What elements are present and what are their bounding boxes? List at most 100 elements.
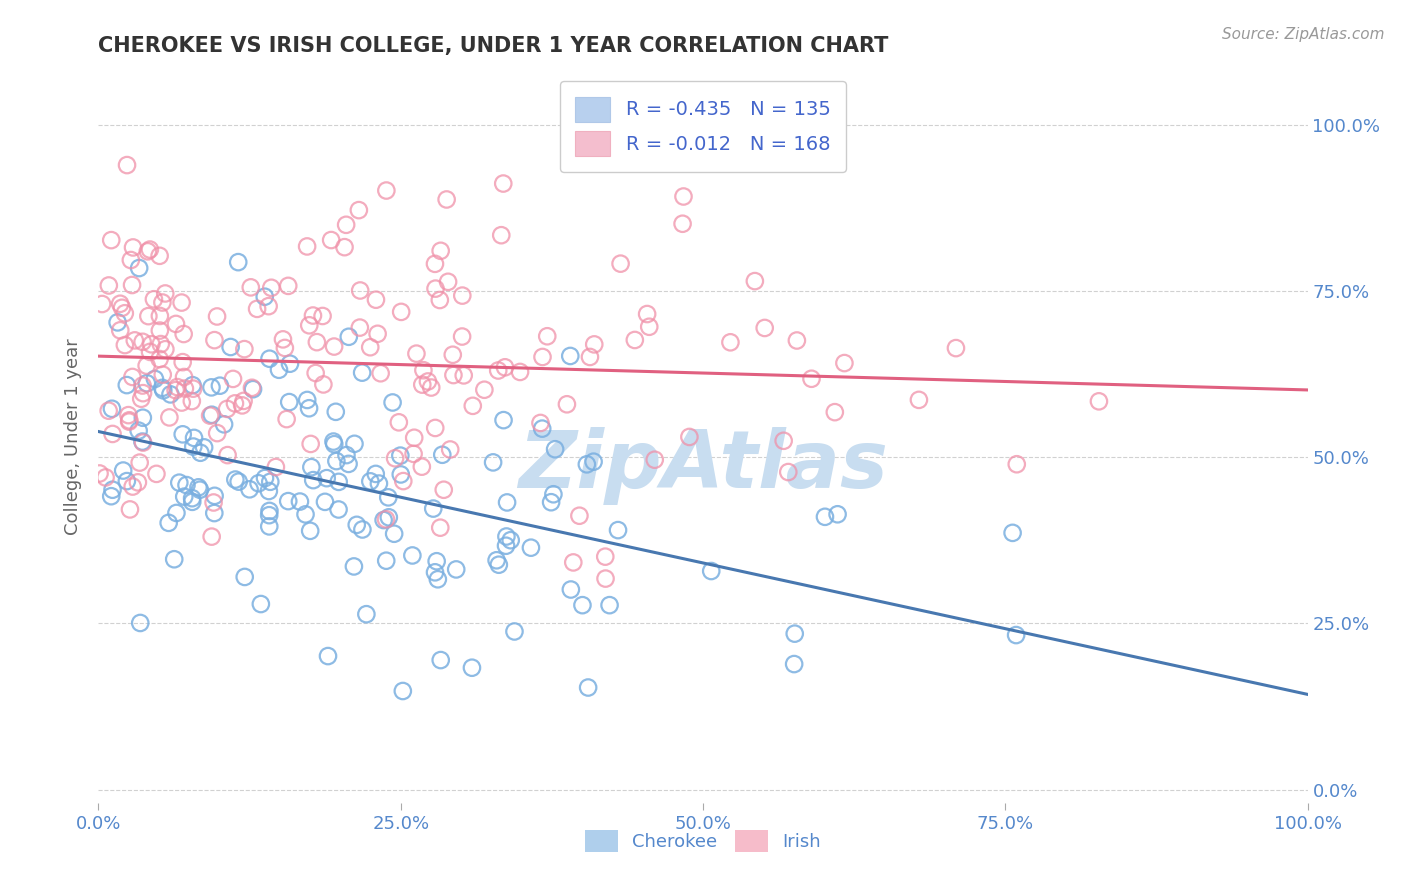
Point	[636, 307, 658, 321]
Point	[1005, 457, 1028, 471]
Point	[302, 473, 325, 487]
Point	[152, 295, 174, 310]
Point	[425, 282, 447, 296]
Point	[494, 360, 516, 375]
Point	[138, 309, 160, 323]
Point	[277, 494, 299, 508]
Point	[441, 348, 464, 362]
Point	[488, 558, 510, 572]
Point	[323, 340, 346, 354]
Point	[110, 323, 132, 337]
Point	[149, 324, 172, 338]
Point	[786, 334, 808, 348]
Point	[560, 582, 582, 597]
Point	[783, 657, 806, 671]
Point	[343, 559, 366, 574]
Point	[181, 495, 204, 509]
Point	[311, 309, 333, 323]
Point	[294, 508, 316, 522]
Point	[114, 338, 136, 352]
Legend: Cherokee, Irish: Cherokee, Irish	[578, 823, 828, 860]
Point	[370, 366, 392, 380]
Point	[520, 541, 543, 555]
Point	[444, 562, 467, 576]
Point	[149, 249, 172, 263]
Point	[128, 261, 150, 276]
Point	[531, 422, 554, 436]
Point	[305, 366, 328, 380]
Point	[114, 306, 136, 320]
Point	[509, 365, 531, 379]
Point	[672, 189, 695, 203]
Point	[429, 293, 451, 307]
Point	[228, 475, 250, 489]
Point	[157, 516, 180, 530]
Point	[149, 337, 172, 351]
Point	[429, 521, 451, 535]
Point	[671, 217, 693, 231]
Point	[392, 684, 415, 698]
Point	[205, 426, 228, 441]
Point	[382, 526, 405, 541]
Point	[299, 460, 322, 475]
Point	[834, 356, 856, 370]
Point	[433, 483, 456, 497]
Point	[145, 467, 167, 481]
Point	[253, 471, 276, 485]
Point	[322, 434, 344, 449]
Point	[212, 417, 235, 432]
Point	[486, 363, 509, 377]
Point	[579, 350, 602, 364]
Point	[389, 467, 412, 482]
Point	[246, 301, 269, 316]
Point	[595, 572, 617, 586]
Point	[148, 352, 170, 367]
Point	[274, 341, 297, 355]
Point	[389, 449, 412, 463]
Point	[257, 508, 280, 523]
Point	[115, 158, 138, 172]
Point	[337, 457, 360, 471]
Point	[163, 552, 186, 566]
Point	[128, 424, 150, 438]
Point	[492, 177, 515, 191]
Point	[277, 278, 299, 293]
Point	[335, 218, 357, 232]
Point	[783, 626, 806, 640]
Point	[204, 489, 226, 503]
Point	[349, 284, 371, 298]
Point	[139, 345, 162, 359]
Point	[333, 240, 356, 254]
Point	[461, 661, 484, 675]
Point	[678, 430, 700, 444]
Point	[173, 490, 195, 504]
Point	[314, 495, 336, 509]
Point	[495, 529, 517, 543]
Point	[492, 413, 515, 427]
Point	[423, 566, 446, 580]
Point	[328, 475, 350, 489]
Point	[122, 240, 145, 254]
Point	[349, 320, 371, 334]
Point	[165, 383, 187, 397]
Point	[367, 326, 389, 341]
Point	[131, 434, 153, 449]
Point	[233, 342, 256, 356]
Point	[118, 415, 141, 429]
Point	[568, 508, 591, 523]
Point	[461, 399, 484, 413]
Point	[202, 495, 225, 509]
Point	[540, 495, 562, 509]
Point	[429, 244, 451, 258]
Point	[328, 502, 350, 516]
Point	[377, 491, 399, 505]
Point	[375, 512, 398, 526]
Point	[529, 416, 551, 430]
Point	[115, 474, 138, 488]
Point	[132, 435, 155, 450]
Point	[405, 346, 427, 360]
Point	[174, 382, 197, 396]
Point	[232, 393, 254, 408]
Point	[609, 257, 631, 271]
Point	[180, 394, 202, 409]
